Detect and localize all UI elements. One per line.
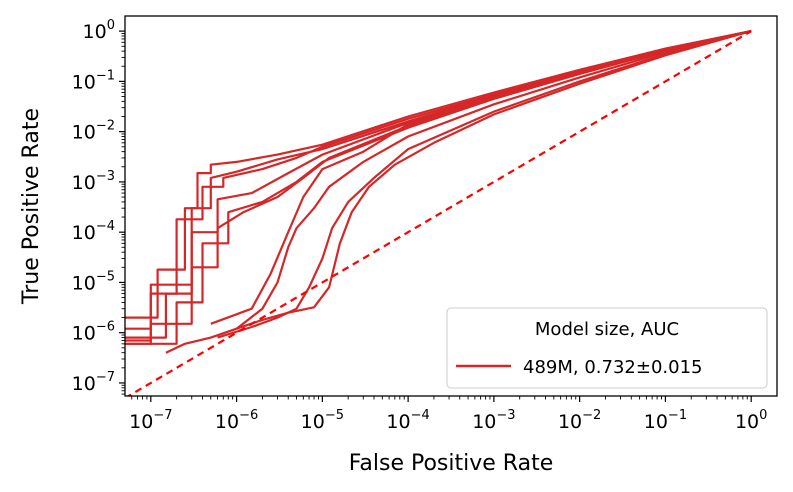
y-tick-label-2: 10−2 xyxy=(72,119,115,144)
roc-curve-8 xyxy=(236,30,752,330)
y-tick-label-4: 10−4 xyxy=(72,219,115,244)
y-tick-label-6: 10−6 xyxy=(72,320,115,345)
x-tick-label-4: 10−3 xyxy=(472,408,515,433)
legend-entry-label: 489M, 0.732±0.015 xyxy=(523,357,702,378)
roc-curve-10 xyxy=(210,30,752,325)
roc-curve-4 xyxy=(125,30,752,345)
x-tick-label-7: 100 xyxy=(735,408,767,433)
x-tick-label-1: 10−6 xyxy=(215,408,258,433)
y-axis-ticks: 100 10−1 10−2 10−3 10−4 10−5 10−6 10−7 xyxy=(72,18,125,395)
y-tick-label-7: 10−7 xyxy=(72,370,115,395)
x-axis-ticks: 10−7 10−6 10−5 10−4 10−3 10−2 10−1 100 xyxy=(129,396,767,433)
roc-curve-6 xyxy=(165,30,752,354)
plot-frame xyxy=(124,15,778,397)
y-tick-label-3: 10−3 xyxy=(72,169,115,194)
y-tick-label-1: 10−1 xyxy=(72,68,115,93)
x-tick-label-5: 10−2 xyxy=(558,408,601,433)
y-tick-label-0: 100 xyxy=(83,18,115,43)
legend: Model size, AUC 489M, 0.732±0.015 xyxy=(446,307,768,389)
y-axis-label: True Positive Rate xyxy=(19,108,44,305)
x-tick-label-0: 10−7 xyxy=(129,408,172,433)
x-tick-label-3: 10−4 xyxy=(386,408,429,433)
legend-box xyxy=(446,307,768,389)
x-tick-label-2: 10−5 xyxy=(301,408,344,433)
roc-curve-7 xyxy=(217,30,752,339)
x-axis-label: False Positive Rate xyxy=(349,451,553,476)
y-tick-label-5: 10−5 xyxy=(72,269,115,294)
roc-curve-9 xyxy=(125,30,752,345)
chance-line xyxy=(126,30,752,396)
series-layer xyxy=(125,30,752,354)
reference-layer xyxy=(126,30,752,396)
legend-title: Model size, AUC xyxy=(535,319,679,340)
x-tick-label-6: 10−1 xyxy=(644,408,687,433)
